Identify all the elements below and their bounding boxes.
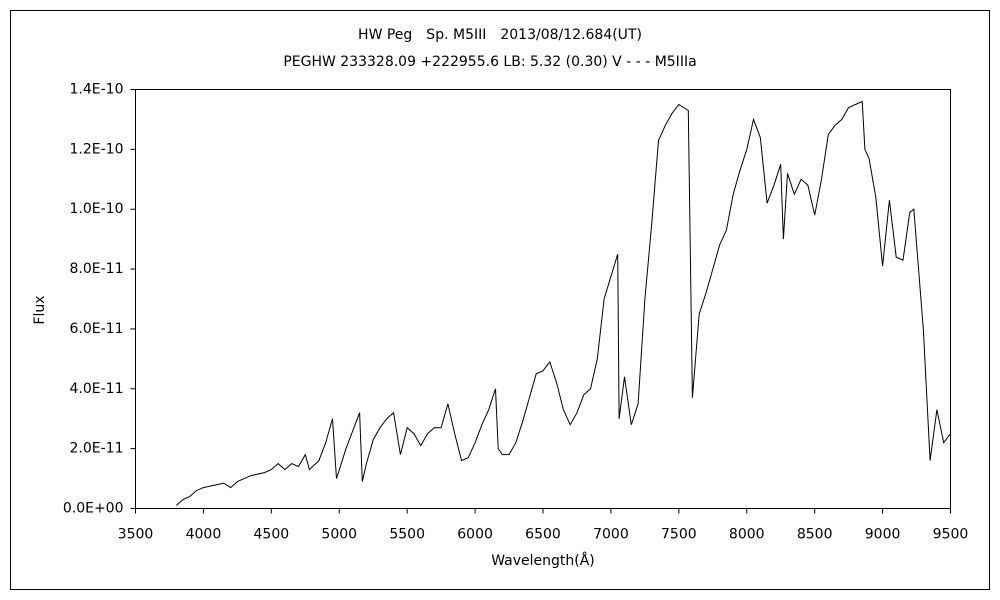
chart-subtitle: PEGHW 233328.09 +222955.6 LB: 5.32 (0.30… [283,54,696,70]
x-tick-label: 4500 [254,527,290,543]
y-tick-label: 1.0E-10 [70,201,124,217]
x-tick-label: 7500 [661,527,697,543]
x-tick-label: 7000 [593,527,629,543]
x-tick-label: 9500 [933,527,969,543]
y-tick-label: 1.4E-10 [70,82,124,98]
chart-frame [10,10,990,590]
x-axis-label: Wavelength(Å) [491,552,595,569]
y-axis-label: Flux [32,295,48,324]
x-tick-label: 5500 [389,527,425,543]
x-tick-label: 8000 [729,527,765,543]
x-tick-label: 4000 [186,527,222,543]
x-tick-label: 9000 [865,527,901,543]
chart-title: HW Peg Sp. M5III 2013/08/12.684(UT) [358,27,642,43]
y-tick-label: 6.0E-11 [70,321,124,337]
x-tick-label: 6500 [525,527,561,543]
x-tick-label: 5000 [321,527,357,543]
x-tick-label: 8500 [797,527,833,543]
y-tick-label: 8.0E-11 [70,261,124,277]
y-tick-label: 2.0E-11 [70,441,124,457]
y-tick-label: 0.0E+00 [63,501,124,517]
y-tick-label: 1.2E-10 [70,141,124,157]
spectrum-line [175,100,951,506]
y-tick-label: 4.0E-11 [70,381,124,397]
x-tick-label: 3500 [118,527,154,543]
x-tick-label: 6000 [457,527,493,543]
